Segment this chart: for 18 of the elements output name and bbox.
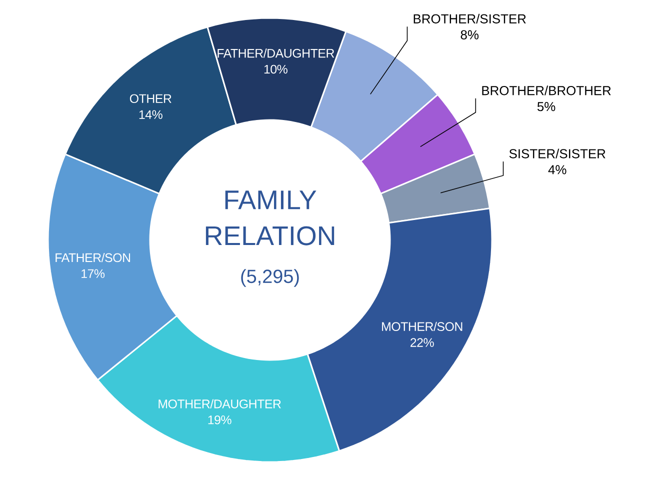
slice-label: FATHER/SON: [56, 252, 130, 262]
slice-label: OTHER: [130, 94, 172, 104]
slice-label: SISTER/SISTER: [509, 148, 606, 158]
data-label: 8%: [460, 30, 479, 40]
slice-label: MOTHER/SON: [382, 322, 462, 331]
slice-label: MOTHER/DAUGHTER: [158, 399, 281, 408]
data-label: 22%: [410, 338, 434, 347]
data-label: 19%: [208, 415, 232, 424]
data-label: 10%: [264, 64, 288, 74]
text: (5,295): [241, 269, 299, 287]
data-label: 5%: [537, 102, 556, 112]
text: FAMILY RELATION: [206, 190, 334, 246]
slice-label: BROTHER/SISTER: [414, 14, 526, 24]
data-label: 17%: [82, 269, 105, 278]
data-label: 14%: [139, 110, 162, 119]
data-label: 4%: [548, 165, 566, 174]
slice-label: FATHER/DAUGHTER: [218, 48, 334, 58]
slice-label: BROTHER/BROTHER: [482, 86, 611, 96]
